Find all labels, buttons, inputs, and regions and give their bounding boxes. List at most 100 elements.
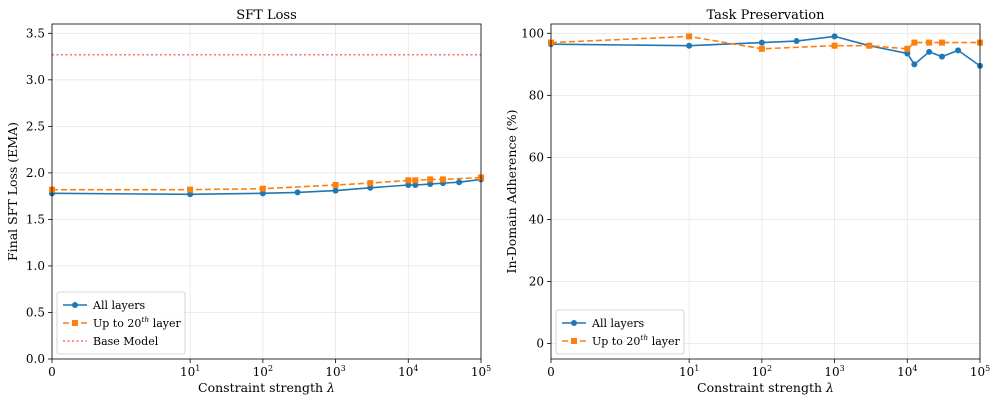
legend-label-tail: layer — [149, 317, 181, 330]
x-tick-label: 103 — [325, 364, 345, 379]
chart-title: SFT Loss — [236, 8, 297, 23]
data-point — [926, 39, 933, 46]
data-point — [294, 189, 301, 196]
x-tick-label: 0 — [547, 365, 555, 379]
legend-label-text: Up to 20 — [93, 317, 141, 330]
legend-label: Up to 20th layer — [93, 315, 182, 330]
series-all-layers — [548, 33, 983, 69]
data-point — [332, 181, 339, 188]
x-tick-base: 10 — [180, 365, 195, 379]
data-point — [412, 181, 419, 188]
y-tick-label: 2.0 — [26, 166, 45, 180]
data-point — [427, 181, 434, 188]
legend-swatch-marker — [72, 320, 78, 326]
data-point — [911, 39, 918, 46]
x-tick-exponent: 5 — [985, 364, 990, 373]
x-tick-label: 101 — [679, 364, 699, 379]
legend-label: All layers — [92, 299, 146, 312]
sft-loss-chart: 0 101 102 103 104 1050.00.51.01.52.02.53.03.5… — [5, 8, 491, 395]
x-tick-base: 10 — [398, 365, 413, 379]
legend-label: Base Model — [93, 335, 159, 348]
legend-label: All layers — [591, 317, 645, 330]
x-tick-label: 103 — [824, 364, 844, 379]
y-tick-label: 3.0 — [26, 73, 45, 87]
data-point — [866, 42, 873, 49]
x-tick-label: 102 — [752, 364, 772, 379]
x-tick-exponent: 3 — [840, 364, 845, 373]
data-point — [758, 39, 765, 46]
x-tick-exponent: 2 — [268, 364, 273, 373]
x-axis-label-text: Constraint strength — [697, 380, 826, 395]
x-tick-exponent: 1 — [694, 364, 699, 373]
x-tick-label: 105 — [970, 364, 990, 379]
y-tick-label: 100 — [521, 26, 544, 40]
data-point — [259, 185, 266, 192]
legend-box — [555, 309, 685, 355]
x-tick-label: 102 — [253, 364, 273, 379]
data-point — [187, 191, 194, 198]
x-tick-base: 10 — [325, 365, 340, 379]
series-all-layers — [49, 176, 484, 198]
legend-swatch-marker — [72, 302, 78, 308]
data-point — [686, 33, 693, 40]
x-tick-exponent: 3 — [341, 364, 346, 373]
data-point — [427, 176, 434, 183]
y-tick-label: 0 — [536, 336, 544, 350]
data-point — [332, 187, 339, 194]
y-tick-label: 40 — [529, 212, 544, 226]
data-point — [405, 177, 412, 184]
y-tick-label: 0.0 — [26, 352, 45, 366]
x-axis-label-symbol: λ — [326, 380, 335, 395]
y-tick-label: 1.5 — [26, 212, 45, 226]
data-point — [831, 33, 838, 40]
data-point — [367, 180, 374, 187]
series-line — [550, 35, 980, 50]
x-tick-base: 0 — [48, 365, 56, 379]
legend-label-sup: th — [141, 315, 149, 324]
x-tick-base: 10 — [897, 365, 912, 379]
data-point — [926, 48, 933, 55]
legend: All layers Up to 20th layer Base Model — [56, 291, 186, 355]
data-point — [412, 177, 419, 184]
legend-label: Up to 20th layer — [592, 333, 681, 348]
legend-label-text: Up to 20 — [592, 335, 640, 348]
data-point — [187, 186, 194, 193]
data-point — [793, 38, 800, 45]
y-tick-label: 60 — [529, 150, 544, 164]
x-tick-base: 10 — [752, 365, 767, 379]
x-tick-base: 10 — [679, 365, 694, 379]
x-tick-exponent: 2 — [767, 364, 772, 373]
legend-swatch-marker — [571, 338, 577, 344]
x-axis-label: Constraint strength λ — [198, 380, 335, 395]
gridlines — [550, 24, 981, 359]
x-tick-exponent: 4 — [912, 364, 917, 373]
data-point — [911, 61, 918, 68]
y-tick-label: 1.0 — [26, 259, 45, 273]
legend-box — [56, 291, 186, 355]
data-point — [938, 39, 945, 46]
y-axis-label: Final SFT Loss (EMA) — [5, 122, 20, 261]
data-point — [955, 47, 962, 54]
data-point — [904, 45, 911, 52]
legend-label-sup: th — [640, 333, 648, 342]
x-tick-label: 105 — [471, 364, 491, 379]
x-tick-exponent: 4 — [413, 364, 418, 373]
legend: All layers Up to 20th layer — [555, 309, 685, 355]
x-tick-label: 101 — [180, 364, 200, 379]
plot-frame — [51, 23, 482, 360]
x-axis-label: Constraint strength λ — [697, 380, 834, 395]
data-point — [904, 50, 911, 57]
x-tick-base: 10 — [824, 365, 839, 379]
x-axis-label-text: Constraint strength — [198, 380, 327, 395]
series-up-to-20th-layer — [49, 174, 484, 193]
x-tick-base: 10 — [471, 365, 486, 379]
y-tick-label: 0.5 — [26, 305, 45, 319]
x-tick-base: 0 — [547, 365, 555, 379]
x-tick-exponent: 5 — [486, 364, 491, 373]
y-tick-label: 20 — [529, 274, 544, 288]
plot-frame — [550, 23, 981, 360]
x-tick-exponent: 1 — [195, 364, 200, 373]
y-tick-label: 2.5 — [26, 119, 45, 133]
